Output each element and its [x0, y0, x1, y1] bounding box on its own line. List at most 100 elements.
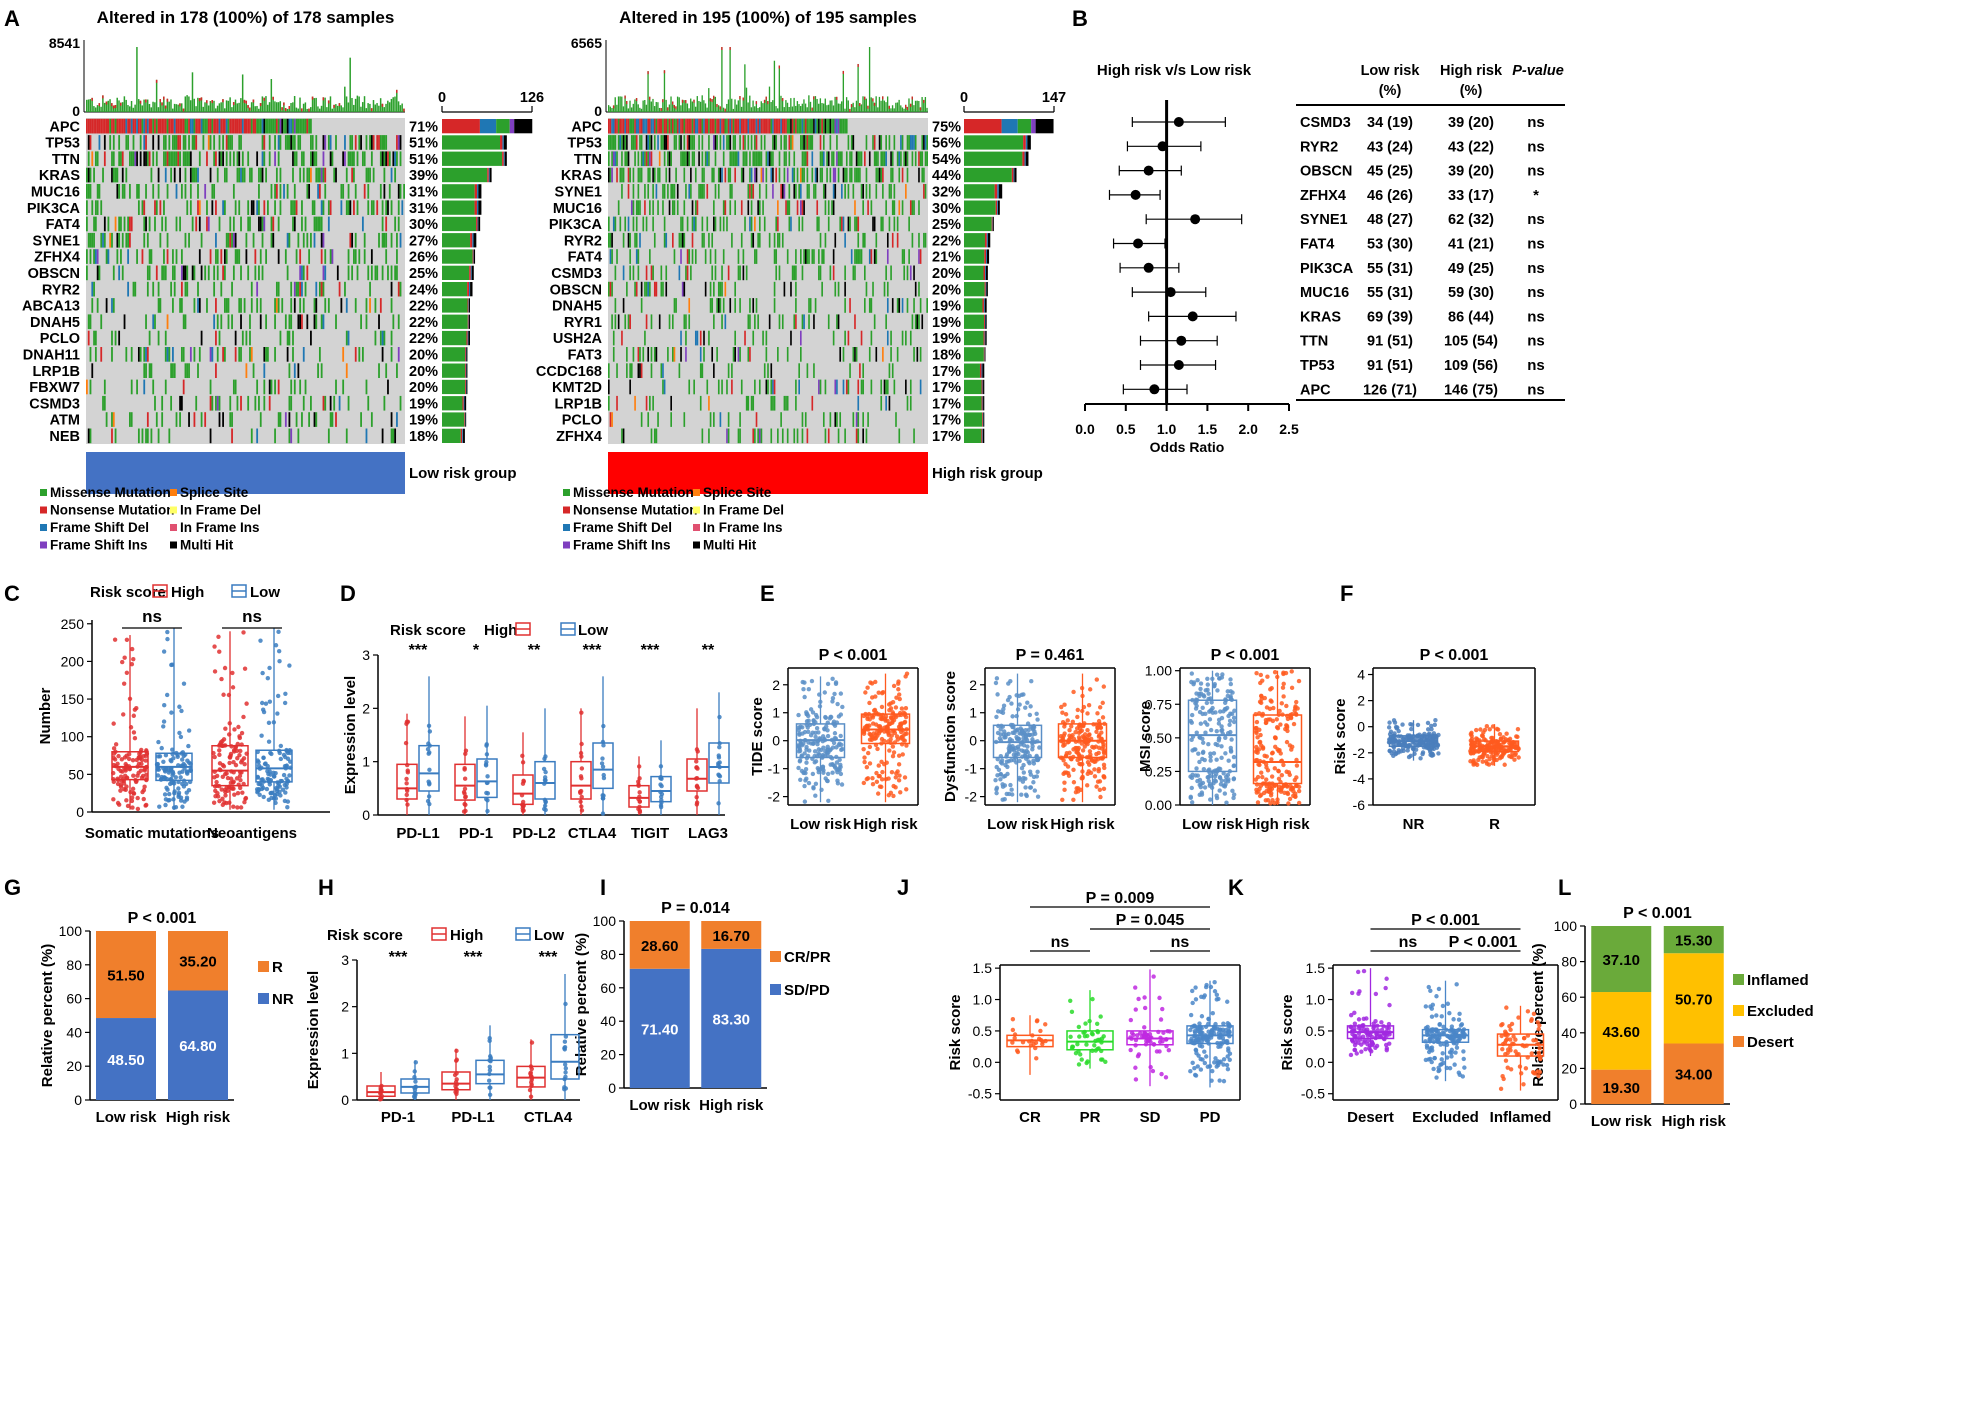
x-category-label: TIGIT	[631, 825, 669, 842]
tmb-bar	[685, 100, 687, 112]
data-point	[1279, 772, 1285, 778]
mutation-cell	[870, 298, 873, 313]
mutation-cell	[86, 265, 88, 281]
gene-bar-segment	[964, 298, 983, 313]
mutation-cell	[365, 314, 368, 330]
mutation-cell	[611, 167, 613, 183]
table-pvalue: ns	[1527, 114, 1545, 131]
mutation-cell	[716, 298, 718, 313]
data-point	[520, 781, 526, 786]
tmb-bar	[317, 106, 319, 112]
mutation-cell	[686, 249, 689, 264]
data-point	[263, 761, 268, 766]
mutation-cell	[236, 118, 239, 134]
sig-label: **	[528, 642, 541, 659]
mutation-cell	[645, 395, 648, 411]
mutation-cell	[870, 249, 873, 264]
data-point	[1219, 744, 1224, 749]
data-point	[1296, 800, 1302, 806]
data-point	[1208, 754, 1213, 760]
tmb-bar	[762, 103, 764, 112]
mutation-cell	[627, 151, 630, 167]
data-point	[240, 758, 245, 763]
mutation-cell	[274, 135, 276, 150]
mutation-cell	[911, 135, 914, 150]
mutation-cell	[744, 330, 746, 346]
data-point	[1021, 775, 1026, 781]
mutation-cell	[862, 428, 864, 444]
tmb-bar-top	[232, 102, 235, 106]
mutation-cell	[317, 216, 319, 232]
mutation-cell	[111, 151, 113, 167]
mutation-cell	[821, 167, 823, 183]
mutation-cell	[191, 135, 194, 150]
gene-label: PIK3CA	[549, 217, 603, 233]
mutation-cell	[123, 118, 126, 134]
mutation-cell	[714, 151, 717, 167]
mutation-cell	[277, 298, 280, 313]
mutation-cell	[322, 135, 325, 150]
tmb-bar	[888, 105, 890, 112]
mutation-cell	[829, 118, 832, 134]
mutation-cell	[872, 135, 874, 150]
gene-bar-segment	[964, 167, 1012, 183]
tmb-bar	[227, 100, 230, 112]
mutation-cell	[383, 232, 386, 248]
y-tick-label: 100	[61, 729, 85, 745]
forest-point	[1165, 287, 1176, 298]
mutation-cell	[324, 395, 327, 411]
mutation-cell	[653, 167, 656, 183]
tmb-bar	[699, 101, 702, 112]
risk-group-label: Low risk group	[409, 465, 517, 482]
mutation-cell	[685, 314, 687, 330]
mutation-cell	[788, 118, 791, 134]
mutation-cell	[800, 167, 802, 183]
tmb-bar-top	[370, 108, 373, 112]
tmb-bar	[640, 108, 643, 112]
data-point	[828, 747, 833, 752]
mutation-cell	[890, 151, 892, 167]
forest-xlabel: Odds Ratio	[1150, 439, 1225, 455]
mutation-cell	[608, 395, 610, 411]
mutation-cell	[306, 167, 309, 183]
mutation-cell	[396, 232, 398, 248]
tmb-bar	[744, 64, 746, 112]
table-pvalue: ns	[1527, 163, 1545, 180]
gene-bar-segment	[468, 298, 470, 313]
mutation-cell	[114, 216, 117, 232]
mutation-cell	[683, 412, 686, 427]
mutation-cell	[630, 135, 633, 150]
data-point	[998, 772, 1003, 777]
data-point	[167, 797, 172, 803]
mutation-cell	[624, 118, 627, 134]
forest-tick-label: 0.0	[1075, 421, 1095, 437]
mutation-cell	[241, 167, 244, 183]
mutation-cell	[91, 363, 94, 378]
data-point	[1066, 773, 1072, 778]
mutation-cell	[806, 118, 809, 134]
mutation-cell	[193, 347, 196, 362]
tmb-bar-top	[159, 99, 161, 103]
mutation-cell	[376, 135, 379, 150]
mutation-cell	[865, 167, 868, 183]
mutation-cell	[308, 167, 311, 183]
mutation-cell	[822, 249, 825, 264]
data-point	[216, 634, 221, 640]
mutation-cell	[259, 412, 262, 427]
mutation-cell	[635, 135, 638, 150]
tmb-bar	[785, 100, 787, 112]
mutation-cell	[622, 298, 625, 313]
data-point	[1086, 703, 1092, 708]
mutation-cell	[356, 265, 359, 281]
gene-bar-segment	[467, 298, 469, 313]
data-point	[1219, 675, 1225, 680]
tmb-bar	[814, 96, 817, 112]
data-point	[900, 752, 905, 757]
mutation-cell	[93, 118, 95, 134]
mutation-cell	[811, 167, 814, 183]
mutation-cell	[163, 249, 165, 264]
data-point	[1028, 772, 1033, 777]
mutation-cell	[347, 200, 350, 215]
mutation-cell	[173, 135, 176, 150]
